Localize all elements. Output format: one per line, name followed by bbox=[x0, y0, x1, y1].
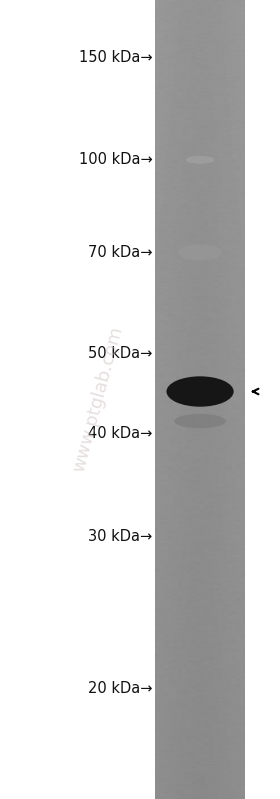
Text: 20 kDa→: 20 kDa→ bbox=[88, 682, 152, 696]
Ellipse shape bbox=[178, 244, 222, 260]
Text: 150 kDa→: 150 kDa→ bbox=[79, 50, 152, 65]
Ellipse shape bbox=[186, 156, 214, 164]
Ellipse shape bbox=[166, 376, 234, 407]
Text: 30 kDa→: 30 kDa→ bbox=[88, 530, 152, 544]
Ellipse shape bbox=[174, 414, 226, 428]
Text: 70 kDa→: 70 kDa→ bbox=[88, 245, 152, 260]
Text: 100 kDa→: 100 kDa→ bbox=[79, 153, 152, 167]
Text: www.ptglab.com: www.ptglab.com bbox=[70, 324, 126, 475]
Text: 50 kDa→: 50 kDa→ bbox=[88, 346, 152, 360]
Text: 40 kDa→: 40 kDa→ bbox=[88, 427, 152, 441]
